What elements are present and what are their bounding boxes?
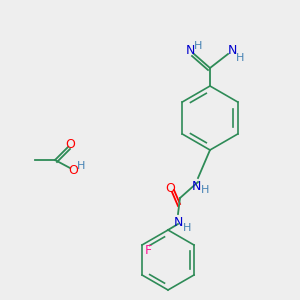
Text: H: H [194, 41, 202, 51]
Text: H: H [183, 223, 191, 233]
Text: H: H [201, 185, 209, 195]
Text: N: N [227, 44, 237, 56]
Text: H: H [236, 53, 244, 63]
Text: H: H [77, 161, 85, 171]
Text: F: F [145, 244, 152, 257]
Text: O: O [165, 182, 175, 194]
Text: N: N [173, 215, 183, 229]
Text: O: O [65, 137, 75, 151]
Text: O: O [68, 164, 78, 176]
Text: N: N [191, 179, 201, 193]
Text: N: N [185, 44, 195, 56]
